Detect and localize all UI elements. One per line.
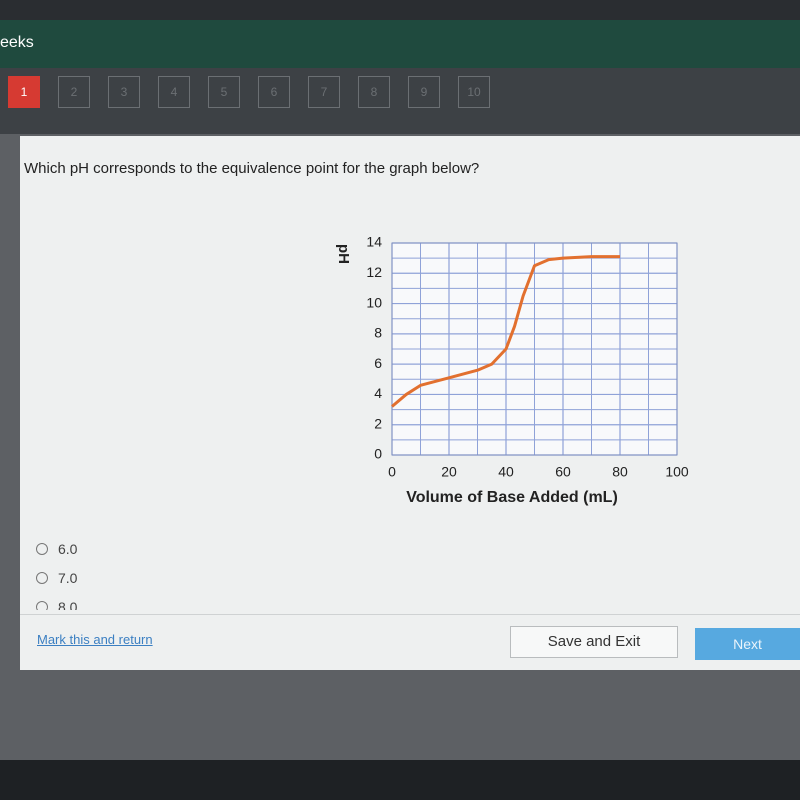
- option[interactable]: 7.0: [36, 570, 77, 586]
- y-tick-label: 2: [374, 415, 382, 431]
- nav-button[interactable]: 7: [308, 76, 340, 108]
- y-tick-label: 14: [366, 234, 382, 250]
- browser-tabs: [0, 0, 800, 20]
- y-tick-label: 10: [366, 294, 382, 310]
- radio: [36, 572, 48, 584]
- x-axis-label: Volume of Base Added (mL): [406, 489, 618, 506]
- nav-button[interactable]: 2: [58, 76, 90, 108]
- taskbar: [0, 760, 800, 800]
- x-tick-label: 40: [498, 464, 514, 480]
- header: eeks: [0, 20, 800, 68]
- question-text: Which pH corresponds to the equivalence …: [24, 160, 480, 177]
- question-nav: 1 2 3 4 5 6 7 8 9 10: [0, 68, 800, 134]
- y-tick-label: 0: [374, 446, 382, 462]
- data-line: [391, 255, 620, 408]
- separator: [20, 614, 800, 615]
- option[interactable]: 8.0: [36, 599, 77, 610]
- nav-button[interactable]: 10: [458, 76, 490, 108]
- option[interactable]: 6.0: [36, 541, 77, 557]
- next-button[interactable]: Next: [695, 628, 800, 660]
- nav-button[interactable]: 6: [258, 76, 290, 108]
- option-label: 8.0: [58, 599, 78, 610]
- option-label: 7.0: [58, 570, 78, 586]
- header-title: eeks: [0, 34, 34, 51]
- option-label: 6.0: [58, 541, 78, 557]
- y-tick-label: 4: [374, 385, 382, 401]
- options: 6.0 7.0 8.0: [36, 536, 336, 610]
- radio: [36, 543, 48, 555]
- nav-button[interactable]: 9: [408, 76, 440, 108]
- nav-button[interactable]: 4: [158, 76, 190, 108]
- y-tick-label: 6: [374, 355, 382, 371]
- mark-link[interactable]: Mark this and return: [37, 632, 153, 647]
- save-button[interactable]: Save and Exit: [510, 626, 678, 658]
- y-axis-label: pH: [335, 244, 352, 264]
- x-tick-label: 0: [388, 464, 396, 480]
- chart: Volume of Base Added (mL) pH 0 20 40 60 80 10…: [335, 234, 689, 507]
- x-tick-label: 60: [555, 464, 571, 480]
- plot-border: [391, 242, 678, 456]
- nav-button[interactable]: 1: [8, 76, 40, 108]
- nav-button[interactable]: 5: [208, 76, 240, 108]
- nav-button[interactable]: 3: [108, 76, 140, 108]
- y-tick-label: 8: [374, 325, 382, 341]
- y-tick-label: 12: [366, 264, 382, 280]
- nav-button[interactable]: 8: [358, 76, 390, 108]
- x-tick-label: 100: [665, 464, 689, 480]
- radio: [36, 601, 48, 610]
- x-tick-label: 80: [612, 464, 628, 480]
- x-tick-label: 20: [441, 464, 457, 480]
